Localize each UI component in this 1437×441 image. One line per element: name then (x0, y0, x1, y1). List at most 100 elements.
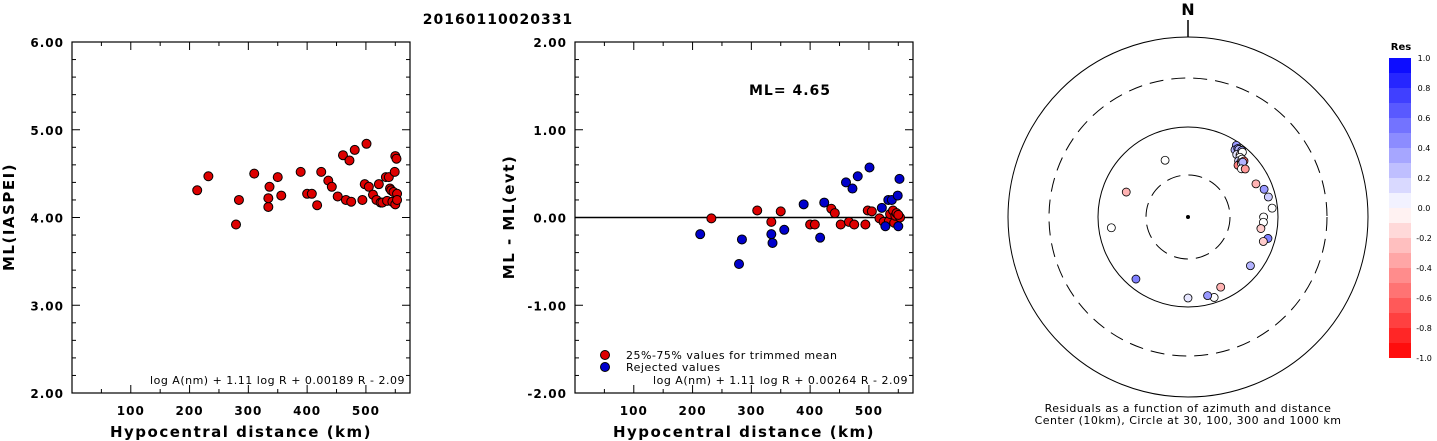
colorbar-cell (1389, 148, 1411, 163)
data-point (852, 171, 863, 182)
colorbar-cell (1389, 133, 1411, 148)
data-point (295, 166, 306, 177)
polar-caption-line2: Center (10km), Circle at 30, 100, 300 an… (1035, 414, 1342, 427)
x-tick-label: 300 (234, 404, 262, 418)
data-point (892, 190, 903, 201)
legend-marker-rejected (600, 362, 610, 372)
plot2-y-axis-label: ML - ML(evt) (500, 155, 518, 279)
residual-point (1256, 224, 1266, 233)
epicenter-marker (1186, 215, 1190, 219)
data-point (695, 229, 706, 240)
data-point (263, 201, 274, 212)
legend-label-rejected: Rejected values (626, 361, 721, 374)
colorbar-cell (1389, 178, 1411, 193)
data-point (819, 197, 830, 208)
residual-point (1160, 155, 1170, 165)
colorbar-label: 1.0 (1418, 54, 1431, 63)
data-point (344, 155, 355, 166)
data-point (866, 206, 877, 217)
colorbar-label: 0.8 (1418, 84, 1431, 93)
colorbar-label: 0.0 (1418, 204, 1431, 213)
plot1-ticks: 100 200 300 400 500 2.00 3.00 4.00 5.00 6.00 (30, 36, 410, 418)
colorbar-cell (1389, 298, 1411, 313)
plot1-points (192, 138, 403, 230)
data-point (249, 168, 260, 179)
y-tick-label: 0.00 (533, 212, 567, 226)
data-point (389, 166, 400, 177)
legend-marker-trimmed (600, 350, 610, 360)
plot1-x-axis-label: Hypocentral distance (km) (110, 423, 372, 441)
data-point (849, 219, 860, 230)
y-tick-label: 1.00 (533, 124, 567, 138)
residual-point (1267, 203, 1277, 213)
data-point (880, 221, 891, 232)
data-point (346, 196, 357, 207)
colorbar-label: 0.6 (1418, 114, 1431, 123)
x-tick-label: 500 (352, 404, 380, 418)
data-point (736, 234, 747, 245)
x-tick-label: 500 (855, 404, 883, 418)
colorbar-cell (1389, 73, 1411, 88)
data-point (272, 172, 283, 183)
plot2-formula: log A(nm) + 1.11 log R + 0.00264 R - 2.0… (653, 374, 908, 387)
y-tick-label: 2.00 (30, 387, 64, 401)
data-point (316, 166, 327, 177)
colorbar-label: 0.2 (1418, 174, 1431, 183)
data-point (809, 219, 820, 230)
data-point (263, 193, 274, 204)
data-point (349, 144, 360, 155)
residual-point (1246, 261, 1255, 271)
y-tick-label: 3.00 (30, 299, 64, 313)
data-point (752, 205, 763, 216)
residual-point (1259, 184, 1269, 194)
colorbar-label: -1.0 (1416, 354, 1432, 363)
data-point (332, 191, 343, 202)
x-tick-label: 100 (620, 404, 648, 418)
plot1-y-axis-label: ML(IASPEI) (0, 163, 18, 271)
y-tick-label: 5.00 (30, 124, 64, 138)
figure-title: 20160110020331 (423, 12, 573, 28)
azimuth-residual-plot: N Residuals as a function of azimuth and… (1007, 0, 1369, 427)
legend-label-trimmed: 25%-75% values for trimmed mean (626, 349, 838, 362)
residual-point (1203, 291, 1212, 300)
data-point (363, 181, 374, 192)
data-point (361, 138, 372, 149)
residual-colorbar: Res 1.0 0.8 0.6 0.4 0.2 0.0 -0.2 -0.4 -0.6 -0.8 -1… (1389, 42, 1432, 363)
data-point (864, 162, 875, 173)
residual-point (1121, 187, 1131, 197)
colorbar-cell (1389, 343, 1411, 358)
data-point (840, 177, 851, 188)
data-point (775, 206, 786, 217)
colorbar-cell (1389, 88, 1411, 103)
data-point (306, 188, 317, 199)
y-tick-label: 2.00 (533, 36, 567, 50)
data-point (203, 171, 214, 182)
data-point (815, 232, 826, 243)
plot1-formula: log A(nm) + 1.11 log R + 0.00189 R - 2.0… (150, 374, 405, 387)
data-point (860, 219, 871, 230)
ml-residual-panel: 100 200 300 400 500 -2.00 -1.00 0.00 1.00 2.00 ML… (500, 36, 914, 441)
x-tick-label: 300 (737, 404, 765, 418)
y-tick-label: 6.00 (30, 36, 64, 50)
data-point (893, 209, 904, 220)
data-point (373, 179, 384, 190)
ml-annotation: ML= 4.65 (749, 83, 831, 99)
colorbar-labels: 1.0 0.8 0.6 0.4 0.2 0.0 -0.2 -0.4 -0.6 -0.8 -1.0 (1416, 54, 1432, 363)
colorbar-cell (1389, 253, 1411, 268)
circle-100km (1097, 126, 1279, 308)
data-point (876, 202, 887, 213)
residual-point (1183, 293, 1193, 303)
data-point (233, 194, 244, 205)
polar-caption-line1: Residuals as a function of azimuth and d… (1045, 402, 1332, 415)
data-point (767, 237, 778, 248)
north-label: N (1181, 0, 1194, 19)
circle-1000km (1007, 36, 1369, 398)
ml-iaspei-panel: 100 200 300 400 500 2.00 3.00 4.00 5.00 6.00 log … (0, 36, 411, 441)
data-point (766, 229, 777, 240)
colorbar-cell (1389, 163, 1411, 178)
colorbar-cell (1389, 193, 1411, 208)
data-point (734, 259, 745, 270)
data-point (766, 216, 777, 227)
residual-point (1258, 237, 1268, 246)
